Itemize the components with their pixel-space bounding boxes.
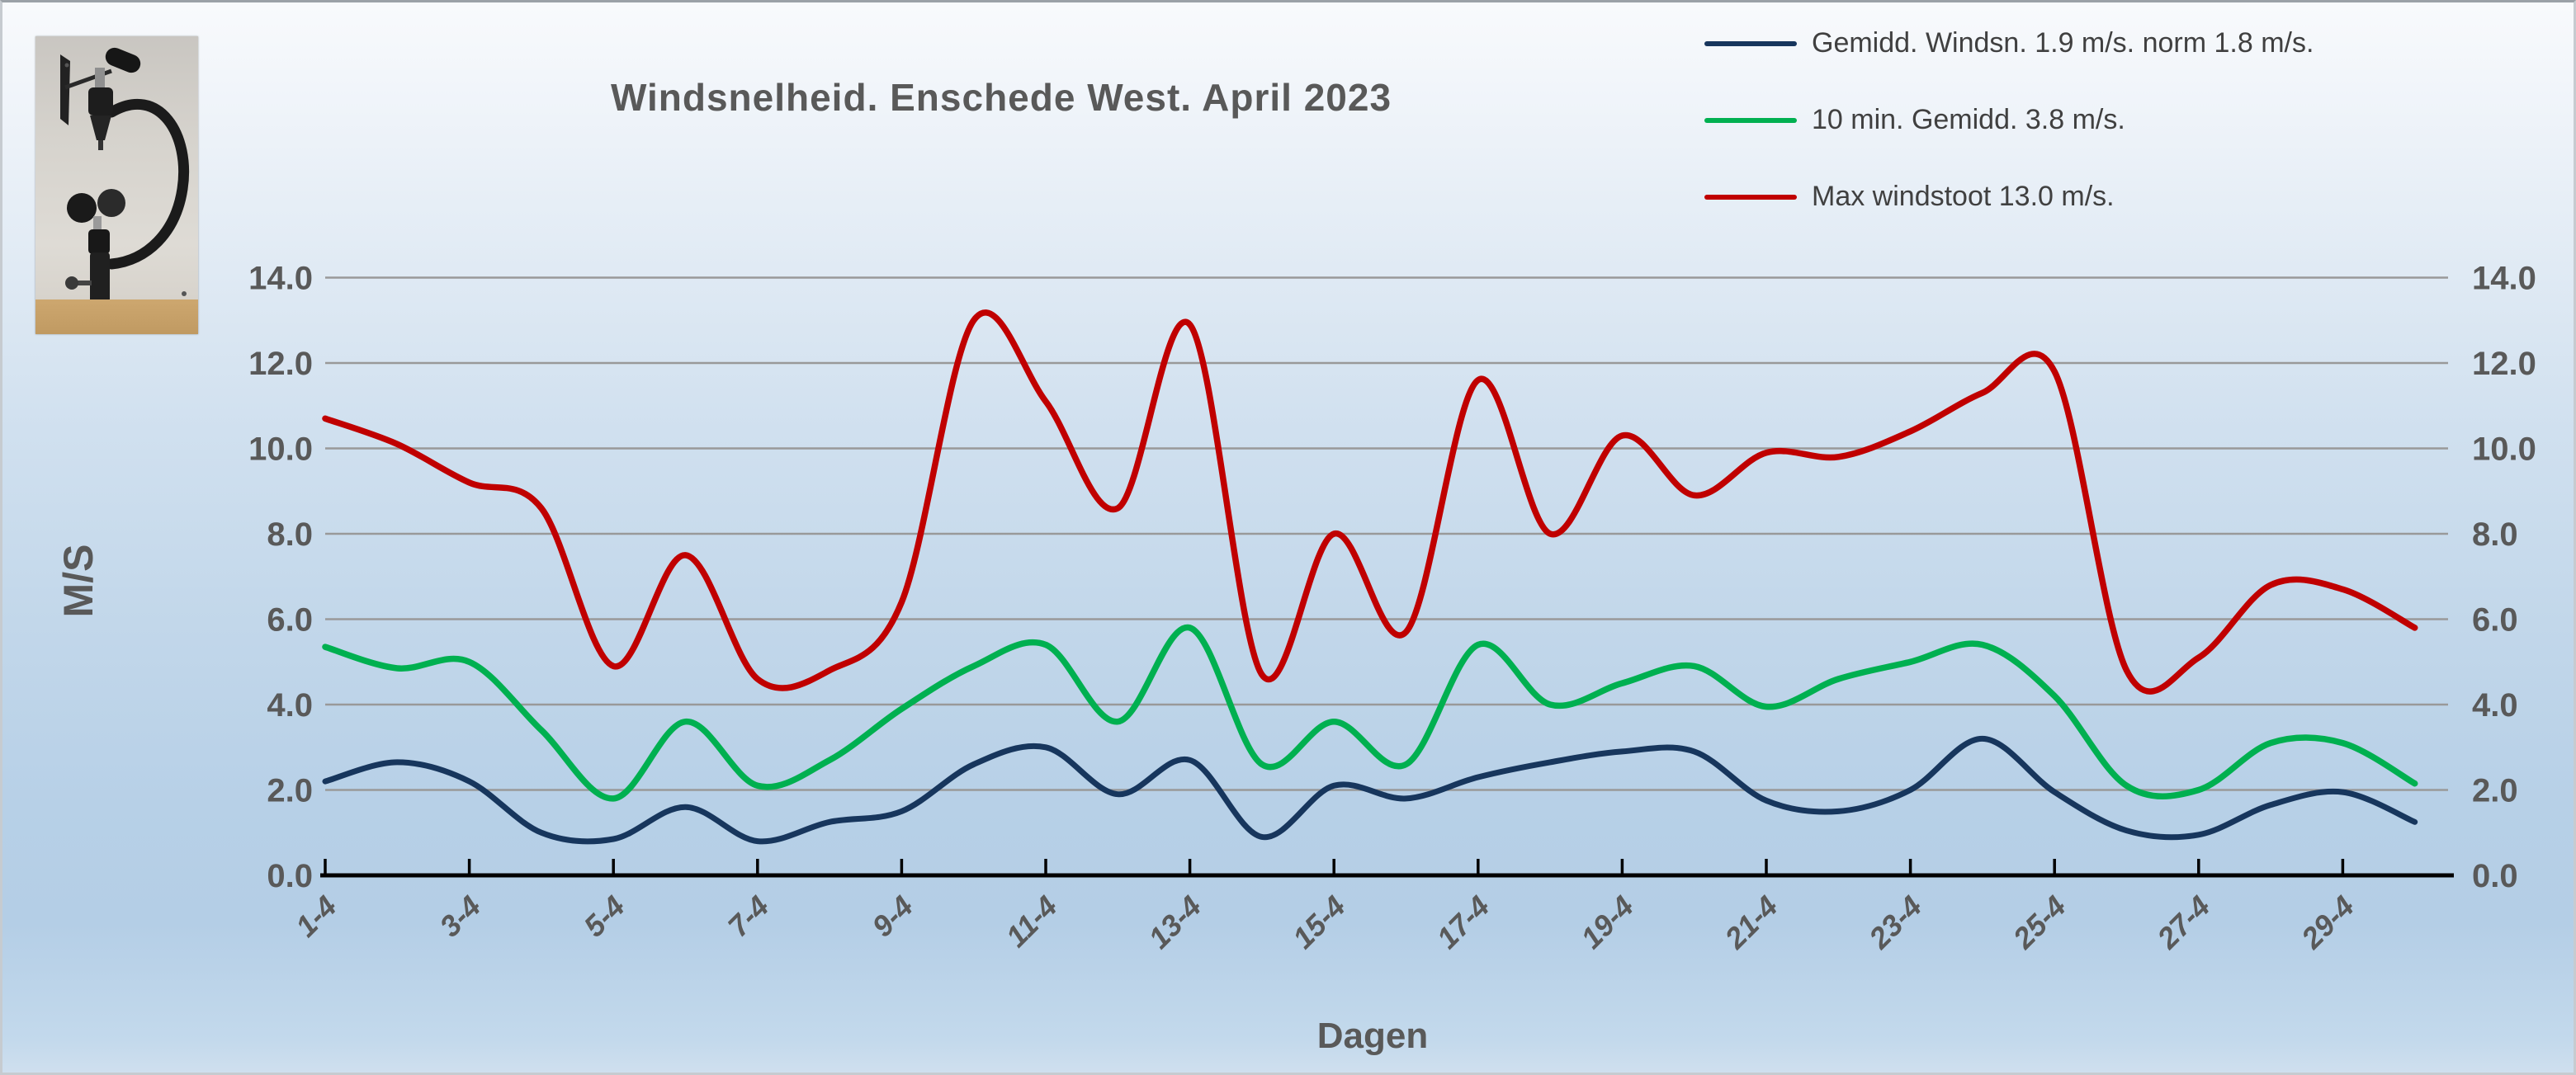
legend-label-average-wind: Gemidd. Windsn. 1.9 m/s. norm 1.8 m/s. xyxy=(1812,27,2314,59)
y-axis-tick-label-right: 8.0 xyxy=(2472,516,2518,553)
y-axis-tick-label-left: 2.0 xyxy=(267,773,313,809)
y-axis-tick-label-right: 0.0 xyxy=(2472,858,2518,894)
legend-label-10min-average: 10 min. Gemidd. 3.8 m/s. xyxy=(1812,104,2125,135)
legend-item-max-gust: Max windstoot 13.0 m/s. xyxy=(1704,181,2314,213)
y-axis-tick-label-left: 4.0 xyxy=(267,687,313,724)
x-axis-tick-label: 11-4 xyxy=(1000,889,1064,954)
x-axis-title: Dagen xyxy=(1316,1016,1429,1056)
y-axis-tick-label-right: 4.0 xyxy=(2472,687,2518,724)
x-axis-tick-label: 15-4 xyxy=(1286,889,1352,955)
y-axis-tick-label-left: 14.0 xyxy=(248,261,313,297)
anemometer-photo xyxy=(35,36,198,334)
legend-item-average-wind: Gemidd. Windsn. 1.9 m/s. norm 1.8 m/s. xyxy=(1704,27,2314,59)
y-axis-tick-label-right: 10.0 xyxy=(2472,431,2536,468)
y-axis-tick-label-left: 12.0 xyxy=(248,346,313,382)
y-axis-tick-label-left: 10.0 xyxy=(248,431,313,468)
y-axis-tick-label-left: 6.0 xyxy=(267,602,313,639)
x-axis-tick-label: 3-4 xyxy=(432,889,487,944)
legend-swatch-10min-average xyxy=(1704,117,1797,123)
x-axis-tick-label: 19-4 xyxy=(1574,889,1640,955)
anemometer-photo-wood-base xyxy=(35,299,198,334)
y-axis-tick-label-left: 8.0 xyxy=(267,516,313,553)
y-axis-tick-label-right: 14.0 xyxy=(2472,261,2536,297)
series-line-2 xyxy=(322,309,2418,695)
x-axis-tick-label: 1-4 xyxy=(289,889,343,944)
y-axis-tick-label-right: 6.0 xyxy=(2472,602,2518,639)
x-axis-tick-label: 29-4 xyxy=(2294,889,2361,956)
x-axis-tick-label: 27-4 xyxy=(2150,889,2217,956)
x-axis-tick-label: 13-4 xyxy=(1141,889,1208,955)
legend-swatch-average-wind xyxy=(1704,40,1797,46)
legend: Gemidd. Windsn. 1.9 m/s. norm 1.8 m/s. 1… xyxy=(1704,27,2314,257)
x-axis-tick-label: 5-4 xyxy=(577,889,631,944)
x-axis-tick-label: 23-4 xyxy=(1862,889,1929,956)
series-line-1 xyxy=(322,625,2418,802)
x-axis-tick-label: 25-4 xyxy=(2006,889,2073,956)
legend-swatch-max-gust xyxy=(1704,194,1797,200)
chart-title: Windsnelheid. Enschede West. April 2023 xyxy=(610,76,1392,119)
x-axis-tick-label: 21-4 xyxy=(1718,889,1784,956)
x-axis-tick-label: 9-4 xyxy=(865,889,919,944)
y-axis-title: M/S xyxy=(55,544,102,618)
x-axis-tick-label: 7-4 xyxy=(721,889,776,944)
legend-item-10min-average: 10 min. Gemidd. 3.8 m/s. xyxy=(1704,104,2314,136)
x-axis-tick-label: 17-4 xyxy=(1430,889,1496,955)
series-line-0 xyxy=(322,735,2418,845)
legend-label-max-gust: Max windstoot 13.0 m/s. xyxy=(1812,181,2115,212)
y-axis-tick-label-right: 2.0 xyxy=(2472,773,2518,809)
y-axis-tick-label-right: 12.0 xyxy=(2472,346,2536,382)
y-axis-tick-label-left: 0.0 xyxy=(267,858,313,894)
